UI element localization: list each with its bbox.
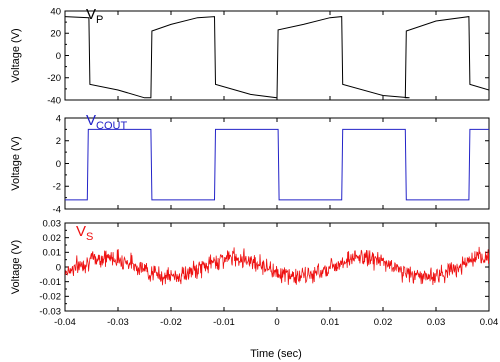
signal-label: VS xyxy=(76,223,93,243)
x-tick-label: 0.04 xyxy=(480,317,499,328)
y-tick-label: 0 xyxy=(56,159,61,170)
x-tick-label: -0.02 xyxy=(160,317,182,328)
x-axis: -0.04 -0.03 -0.02 -0.01 0 0.01 0.02 0.03 0.04 xyxy=(54,317,498,328)
x-axis-label: Time (sec) xyxy=(250,348,302,360)
x-tick-label: -0.04 xyxy=(54,317,76,328)
y-tick-label: 0 xyxy=(56,262,61,273)
waveform-1 xyxy=(65,16,489,99)
y-tick-label: -0.01 xyxy=(39,277,61,288)
y-axis-label: Voltage (V) xyxy=(10,28,22,82)
waveform-2 xyxy=(65,128,489,201)
y-tick-label: -0.02 xyxy=(39,292,61,303)
x-tick-label: 0.02 xyxy=(374,317,393,328)
panel-3: 0.03 0.02 0.01 0 -0.01 -0.02 -0.03 Voltage (V) V… xyxy=(10,218,490,317)
x-tick-label: -0.03 xyxy=(107,317,129,328)
x-tick-label: -0.01 xyxy=(213,317,235,328)
y-tick-label: -2 xyxy=(53,182,61,193)
y-tick-label: 0.01 xyxy=(43,248,62,259)
x-tick-label: 0.03 xyxy=(427,317,446,328)
y-tick-label: 4 xyxy=(56,113,61,124)
panel-frame xyxy=(64,117,490,210)
y-axis-label: Voltage (V) xyxy=(10,240,22,294)
y-tick-label: -0.03 xyxy=(39,306,61,317)
panel-1: 40 20 0 -20 -40 Voltage (V) VP xyxy=(10,6,490,106)
y-tick-label: 20 xyxy=(50,29,61,40)
y-tick-label: -20 xyxy=(47,73,61,84)
signal-label: VP xyxy=(86,6,103,26)
waveform-3 xyxy=(65,246,489,286)
x-tick-label: 0 xyxy=(274,317,279,328)
x-tick-label: 0.01 xyxy=(321,317,340,328)
y-tick-label: 2 xyxy=(56,136,61,147)
y-axis-label: Voltage (V) xyxy=(10,136,22,190)
y-tick-label: 0 xyxy=(56,51,61,62)
y-tick-label: 40 xyxy=(50,6,61,17)
y-tick-label: -40 xyxy=(47,95,61,106)
y-tick-label: 0.03 xyxy=(43,218,62,229)
y-tick-label: 0.02 xyxy=(43,233,62,244)
y-tick-label: -4 xyxy=(53,204,61,215)
